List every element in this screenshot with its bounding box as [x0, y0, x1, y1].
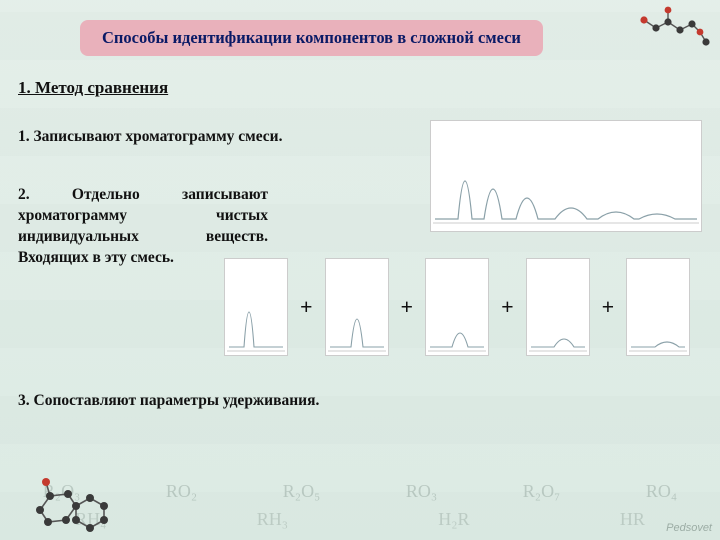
- plus-icon: +: [395, 294, 420, 320]
- main-chromatogram: [430, 120, 702, 232]
- step-3-text: 3. Сопоставляют параметры удерживания.: [18, 392, 319, 410]
- plus-icon: +: [495, 294, 520, 320]
- step-2-text: 2. Отдельно записывают хроматограмму чис…: [18, 185, 268, 269]
- chromatogram-small: [526, 258, 590, 356]
- chromatogram-small: [325, 258, 389, 356]
- plus-icon: +: [596, 294, 621, 320]
- footer-logo: Pedsovet: [666, 522, 712, 534]
- chromatogram-small: [425, 258, 489, 356]
- plus-icon: +: [294, 294, 319, 320]
- chromatogram-small: [224, 258, 288, 356]
- step-1-text: 1. Записывают хроматограмму смеси.: [18, 128, 438, 146]
- molecule-icon: [12, 462, 122, 534]
- component-chromatograms: + + + +: [224, 258, 690, 356]
- chromatogram-small: [626, 258, 690, 356]
- molecule-icon: [634, 2, 714, 60]
- section-heading: 1. Метод сравнения: [18, 78, 168, 98]
- page-title: Способы идентификации компонентов в слож…: [80, 20, 543, 56]
